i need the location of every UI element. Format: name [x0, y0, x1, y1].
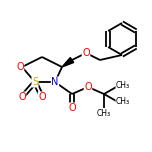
Text: CH₃: CH₃ [97, 109, 111, 117]
Text: CH₃: CH₃ [116, 97, 130, 107]
Text: O: O [18, 92, 26, 102]
Text: O: O [84, 82, 92, 92]
Text: O: O [82, 48, 90, 58]
Text: O: O [38, 92, 46, 102]
Text: O: O [16, 62, 24, 72]
Text: O: O [68, 103, 76, 113]
Text: N: N [51, 77, 59, 87]
Text: CH₃: CH₃ [116, 81, 130, 90]
Text: S: S [32, 77, 38, 87]
Polygon shape [62, 58, 74, 67]
